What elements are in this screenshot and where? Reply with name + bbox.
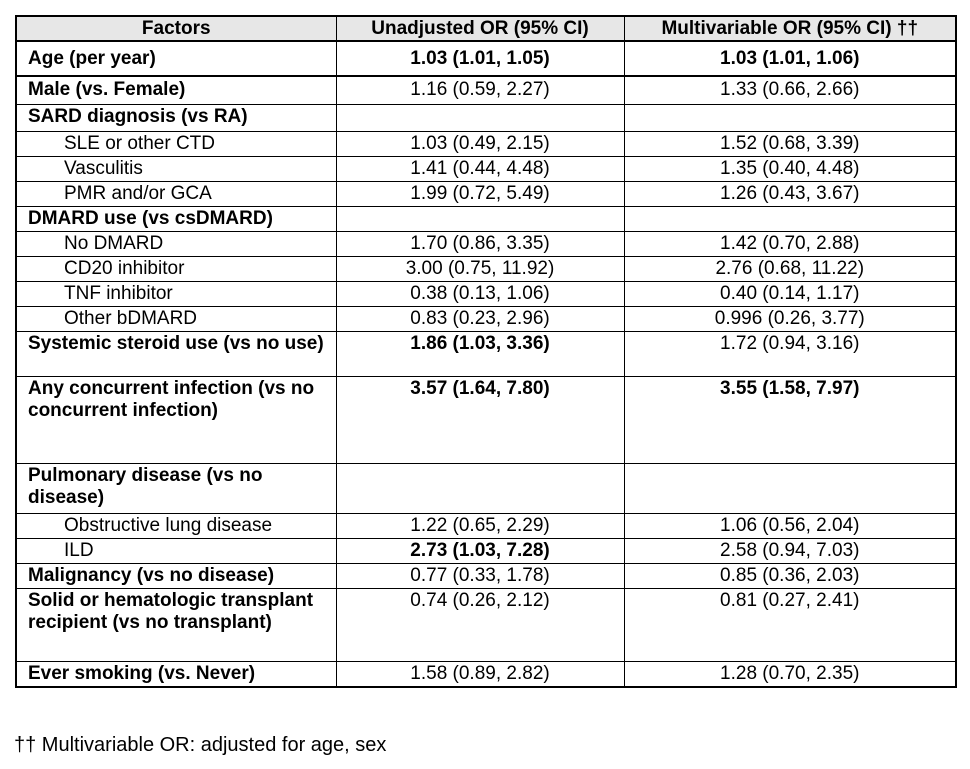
table-row: Obstructive lung disease 1.22 (0.65, 2.29… [15, 512, 957, 539]
table-body: Age (per year) 1.03 (1.01, 1.05) 1.03 (1.0… [15, 40, 957, 687]
unadjusted-or-cell: 1.22 (0.65, 2.29) [335, 512, 625, 539]
multivariable-or-cell: 2.76 (0.68, 11.22) [623, 255, 957, 282]
table-footnote: †† Multivariable OR: adjusted for age, s… [14, 734, 387, 756]
multivariable-or-cell: 1.03 (1.01, 1.06) [623, 40, 957, 77]
factor-cell: TNF inhibitor [15, 280, 337, 307]
multivariable-or-cell: 0.996 (0.26, 3.77) [623, 305, 957, 332]
factor-cell: Systemic steroid use (vs no use) [15, 330, 337, 377]
table-row: CD20 inhibitor 3.00 (0.75, 11.92) 2.76 (0.… [15, 255, 957, 282]
factor-cell: Any concurrent infection (vs no concurre… [15, 375, 337, 464]
table-row: Systemic steroid use (vs no use) 1.86 (1.… [15, 330, 957, 377]
table-row: Ever smoking (vs. Never) 1.58 (0.89, 2.82… [15, 660, 957, 687]
unadjusted-or-cell: 1.99 (0.72, 5.49) [335, 180, 625, 207]
unadjusted-or-cell [335, 103, 625, 132]
multivariable-or-cell: 1.52 (0.68, 3.39) [623, 130, 957, 157]
table-row: Male (vs. Female) 1.16 (0.59, 2.27) 1.33 (… [15, 75, 957, 105]
multivariable-or-cell: 1.26 (0.43, 3.67) [623, 180, 957, 207]
multivariable-or-cell: 1.72 (0.94, 3.16) [623, 330, 957, 377]
factor-cell: SLE or other CTD [15, 130, 337, 157]
table-row: Other bDMARD 0.83 (0.23, 2.96) 0.996 (0.26… [15, 305, 957, 332]
factor-cell: PMR and/or GCA [15, 180, 337, 207]
table-row: Vasculitis 1.41 (0.44, 4.48) 1.35 (0.40, 4… [15, 155, 957, 182]
odds-ratio-table: Factors Unadjusted OR (95% CI) Multivari… [15, 15, 957, 688]
factor-cell: Malignancy (vs no disease) [15, 562, 337, 589]
multivariable-or-cell: 1.06 (0.56, 2.04) [623, 512, 957, 539]
unadjusted-or-cell: 0.77 (0.33, 1.78) [335, 562, 625, 589]
unadjusted-or-cell: 1.70 (0.86, 3.35) [335, 230, 625, 257]
table-row: ILD 2.73 (1.03, 7.28) 2.58 (0.94, 7.03) [15, 537, 957, 564]
multivariable-or-cell [623, 205, 957, 232]
unadjusted-or-cell: 2.73 (1.03, 7.28) [335, 537, 625, 564]
multivariable-or-cell: 1.42 (0.70, 2.88) [623, 230, 957, 257]
table-row: SARD diagnosis (vs RA) [15, 103, 957, 132]
unadjusted-or-header-cell: Unadjusted OR (95% CI) [335, 15, 625, 42]
factor-cell: Solid or hematologic transplant recipien… [15, 587, 337, 662]
table-row: Pulmonary disease (vs no disease) [15, 462, 957, 514]
unadjusted-or-cell: 1.86 (1.03, 3.36) [335, 330, 625, 377]
factor-cell: SARD diagnosis (vs RA) [15, 103, 337, 132]
multivariable-or-cell: 0.85 (0.36, 2.03) [623, 562, 957, 589]
multivariable-or-header-cell: Multivariable OR (95% CI) †† [623, 15, 957, 42]
unadjusted-or-cell [335, 205, 625, 232]
table-row: Solid or hematologic transplant recipien… [15, 587, 957, 662]
table-row: Malignancy (vs no disease) 0.77 (0.33, 1.… [15, 562, 957, 589]
multivariable-or-cell: 3.55 (1.58, 7.97) [623, 375, 957, 464]
factor-cell: Age (per year) [15, 40, 337, 77]
factor-cell: Pulmonary disease (vs no disease) [15, 462, 337, 514]
multivariable-or-cell: 0.40 (0.14, 1.17) [623, 280, 957, 307]
table-row: Age (per year) 1.03 (1.01, 1.05) 1.03 (1.0… [15, 40, 957, 77]
multivariable-or-cell: 1.33 (0.66, 2.66) [623, 75, 957, 105]
factor-cell: DMARD use (vs csDMARD) [15, 205, 337, 232]
factor-cell: Other bDMARD [15, 305, 337, 332]
header-row: Factors Unadjusted OR (95% CI) Multivari… [15, 15, 957, 42]
multivariable-or-cell: 2.58 (0.94, 7.03) [623, 537, 957, 564]
factor-cell: CD20 inhibitor [15, 255, 337, 282]
table-row: No DMARD 1.70 (0.86, 3.35) 1.42 (0.70, 2.8… [15, 230, 957, 257]
unadjusted-or-cell: 0.83 (0.23, 2.96) [335, 305, 625, 332]
factor-cell: Obstructive lung disease [15, 512, 337, 539]
multivariable-or-cell: 0.81 (0.27, 2.41) [623, 587, 957, 662]
unadjusted-or-cell: 1.58 (0.89, 2.82) [335, 660, 625, 687]
factors-header-cell: Factors [15, 15, 337, 42]
factor-cell: No DMARD [15, 230, 337, 257]
table-row: Any concurrent infection (vs no concurre… [15, 375, 957, 464]
factor-cell: Vasculitis [15, 155, 337, 182]
factor-cell: Ever smoking (vs. Never) [15, 660, 337, 687]
multivariable-or-cell: 1.28 (0.70, 2.35) [623, 660, 957, 687]
table-row: TNF inhibitor 0.38 (0.13, 1.06) 0.40 (0.14… [15, 280, 957, 307]
multivariable-or-cell [623, 462, 957, 514]
multivariable-or-cell: 1.35 (0.40, 4.48) [623, 155, 957, 182]
unadjusted-or-cell: 1.03 (1.01, 1.05) [335, 40, 625, 77]
factor-cell: Male (vs. Female) [15, 75, 337, 105]
unadjusted-or-cell: 1.16 (0.59, 2.27) [335, 75, 625, 105]
unadjusted-or-cell [335, 462, 625, 514]
table-header: Factors Unadjusted OR (95% CI) Multivari… [15, 15, 957, 42]
unadjusted-or-cell: 3.57 (1.64, 7.80) [335, 375, 625, 464]
factor-cell: ILD [15, 537, 337, 564]
unadjusted-or-cell: 1.41 (0.44, 4.48) [335, 155, 625, 182]
unadjusted-or-cell: 0.74 (0.26, 2.12) [335, 587, 625, 662]
multivariable-or-cell [623, 103, 957, 132]
unadjusted-or-cell: 3.00 (0.75, 11.92) [335, 255, 625, 282]
table-row: DMARD use (vs csDMARD) [15, 205, 957, 232]
table-row: SLE or other CTD 1.03 (0.49, 2.15) 1.52 (0… [15, 130, 957, 157]
table-row: PMR and/or GCA 1.99 (0.72, 5.49) 1.26 (0.4… [15, 180, 957, 207]
unadjusted-or-cell: 0.38 (0.13, 1.06) [335, 280, 625, 307]
unadjusted-or-cell: 1.03 (0.49, 2.15) [335, 130, 625, 157]
